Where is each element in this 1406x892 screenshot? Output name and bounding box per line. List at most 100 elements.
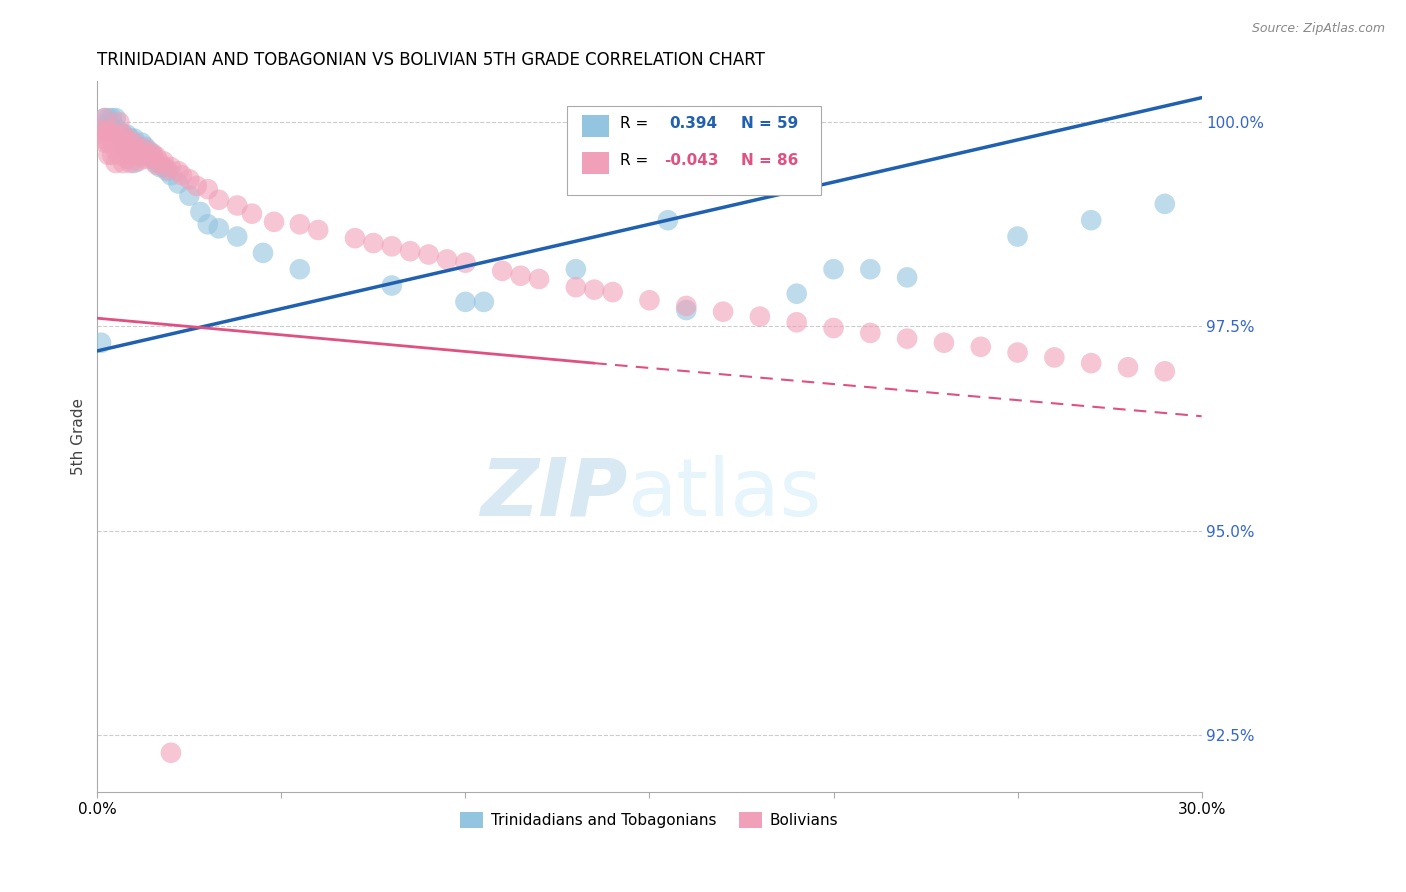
Text: TRINIDADIAN AND TOBAGONIAN VS BOLIVIAN 5TH GRADE CORRELATION CHART: TRINIDADIAN AND TOBAGONIAN VS BOLIVIAN 5…: [97, 51, 765, 69]
Point: [638, 293, 661, 308]
Point: [970, 340, 993, 354]
Point: [101, 115, 124, 129]
Point: [120, 136, 142, 150]
Point: [565, 280, 588, 294]
Point: [131, 136, 153, 150]
Point: [160, 160, 183, 174]
Point: [152, 160, 174, 174]
Point: [179, 188, 201, 202]
Point: [190, 205, 212, 219]
Point: [263, 215, 285, 229]
Point: [112, 136, 135, 150]
Point: [436, 252, 458, 267]
Point: [160, 746, 183, 760]
Point: [138, 148, 160, 162]
Point: [1043, 351, 1066, 365]
Point: [932, 335, 955, 350]
Point: [115, 141, 138, 155]
Point: [108, 115, 131, 129]
Point: [104, 123, 127, 137]
Point: [1116, 360, 1139, 375]
Point: [108, 128, 131, 142]
Point: [127, 139, 149, 153]
Point: [122, 136, 145, 150]
Point: [240, 207, 263, 221]
Point: [142, 148, 165, 162]
Point: [454, 255, 477, 269]
Point: [122, 156, 145, 170]
Point: [859, 262, 882, 277]
Point: [115, 144, 138, 158]
Point: [1080, 356, 1102, 370]
Point: [120, 145, 142, 160]
Point: [748, 310, 770, 324]
Point: [472, 294, 495, 309]
Text: Source: ZipAtlas.com: Source: ZipAtlas.com: [1251, 22, 1385, 36]
Point: [134, 148, 156, 162]
Point: [93, 111, 115, 125]
Point: [97, 148, 120, 162]
Point: [675, 299, 697, 313]
Point: [675, 303, 697, 318]
Text: R =: R =: [620, 116, 658, 130]
Text: -0.043: -0.043: [664, 153, 718, 169]
Point: [252, 245, 274, 260]
Point: [127, 144, 149, 158]
Point: [197, 217, 219, 231]
Point: [112, 128, 135, 142]
Point: [381, 239, 404, 253]
Point: [399, 244, 422, 259]
Point: [122, 144, 145, 158]
Legend: Trinidadians and Tobagonians, Bolivians: Trinidadians and Tobagonians, Bolivians: [454, 805, 845, 834]
Point: [142, 149, 165, 163]
Point: [896, 270, 918, 285]
Point: [101, 148, 124, 162]
Point: [112, 128, 135, 142]
Point: [101, 111, 124, 125]
Point: [101, 123, 124, 137]
Point: [208, 193, 231, 207]
Point: [134, 139, 156, 153]
Point: [127, 154, 149, 169]
Point: [112, 144, 135, 158]
Point: [108, 148, 131, 162]
Point: [93, 123, 115, 137]
Point: [104, 136, 127, 150]
Point: [149, 160, 172, 174]
Point: [104, 128, 127, 142]
Point: [583, 283, 606, 297]
Point: [454, 294, 477, 309]
Point: [602, 285, 624, 299]
Point: [152, 154, 174, 169]
Point: [104, 111, 127, 125]
Text: R =: R =: [620, 153, 658, 169]
Point: [565, 262, 588, 277]
Point: [418, 247, 440, 261]
FancyBboxPatch shape: [582, 115, 609, 136]
Point: [145, 158, 167, 172]
Point: [186, 178, 208, 193]
Point: [112, 136, 135, 150]
Point: [1007, 229, 1029, 244]
Point: [381, 278, 404, 293]
Point: [156, 162, 179, 177]
Point: [101, 128, 124, 142]
Text: 0.394: 0.394: [669, 116, 717, 130]
Point: [859, 326, 882, 340]
Point: [156, 164, 179, 178]
Point: [122, 131, 145, 145]
Point: [122, 148, 145, 162]
Point: [896, 332, 918, 346]
Point: [93, 128, 115, 142]
Point: [131, 144, 153, 158]
Text: N = 59: N = 59: [741, 116, 799, 130]
Point: [288, 217, 311, 231]
FancyBboxPatch shape: [567, 106, 821, 195]
Point: [108, 131, 131, 145]
Point: [1080, 213, 1102, 227]
Point: [197, 182, 219, 196]
Point: [160, 169, 183, 183]
Point: [208, 221, 231, 235]
Point: [179, 172, 201, 186]
Text: ZIP: ZIP: [479, 455, 627, 533]
